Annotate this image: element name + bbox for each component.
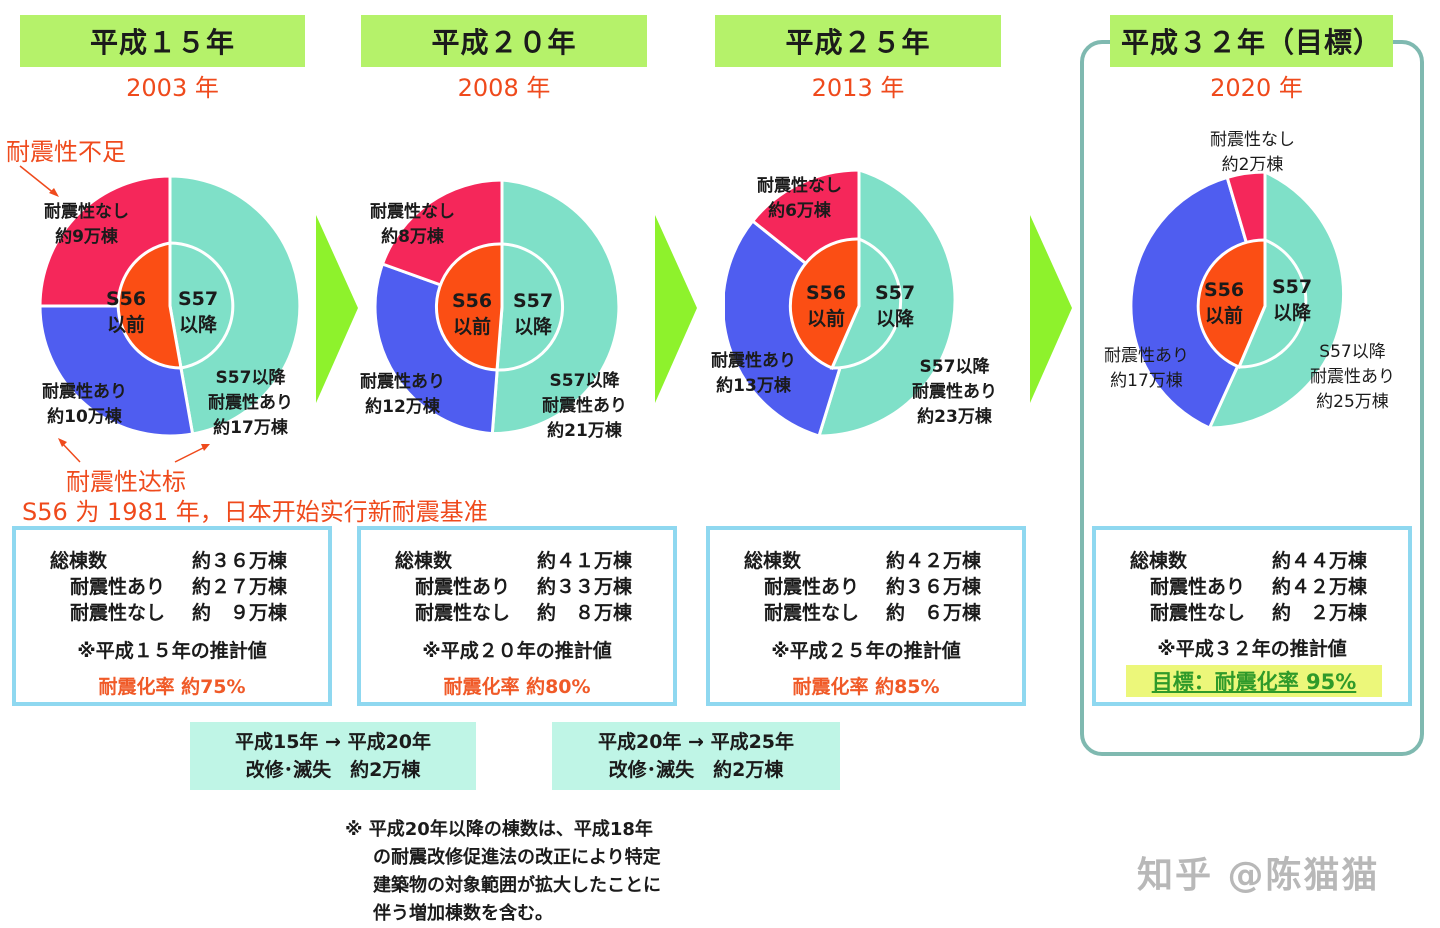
total-label: 総棟数: [744, 550, 802, 572]
panel-3-inner-s57: S57 以降: [875, 282, 916, 330]
transition-2: 平成20年 → 平成25年 改修･滅失 約2万棟: [552, 722, 840, 790]
inner-s57: [829, 236, 903, 370]
panel-2-label-post-resistant: S57以降 耐震性あり 約21万棟: [542, 371, 627, 441]
footnote-line: の耐震改修促進法の改正により特定: [373, 847, 661, 868]
panel-3-header: 平成２５年: [715, 15, 1001, 67]
estimate-note: ※平成１５年の推計値: [77, 640, 267, 662]
resistant-value: 約３６万棟: [886, 576, 982, 598]
resistant-label: 耐震性あり: [1150, 576, 1246, 598]
annotation-s56-note: S56 为 1981 年，日本开始实行新耐震基准: [22, 498, 488, 526]
panel-2-summary: 総棟数 約４１万棟 耐震性あり 約３３万棟 耐震性なし 約 ８万棟 ※平成２０年…: [357, 526, 677, 706]
panel-2-year: 2008 年: [457, 74, 551, 102]
panel-2-inner-s56: S56 以前: [452, 290, 493, 338]
seismic-rate: 耐震化率 約85%: [792, 676, 940, 698]
seismic-rate: 耐震化率 約75%: [98, 676, 246, 698]
panel-4-label-pre-resistant: 耐震性あり 約17万棟: [1104, 346, 1189, 391]
not-resistant-value: 約 ９万棟: [192, 602, 288, 624]
panel-3-label-post-resistant: S57以降 耐震性あり 約23万棟: [912, 357, 997, 427]
panel-4-donut-chart: [1132, 170, 1346, 430]
goal-seismic-rate: 目標：耐震化率 95%: [1126, 665, 1382, 697]
not-resistant-label: 耐震性なし: [415, 602, 511, 624]
resistant-label: 耐震性あり: [415, 576, 511, 598]
not-resistant-label: 耐震性なし: [70, 602, 166, 624]
resistant-value: 約２７万棟: [192, 576, 288, 598]
total-value: 約３６万棟: [192, 550, 288, 572]
not-resistant-label: 耐震性なし: [1150, 602, 1246, 624]
inner-s57: [168, 241, 235, 370]
chevron-right-icon: [655, 215, 697, 403]
chevron-right-icon: [316, 215, 358, 403]
not-resistant-value: 約 ８万棟: [537, 602, 633, 624]
panel-3-label-not-resistant: 耐震性なし 約6万棟: [757, 176, 842, 221]
inner-s57: [495, 242, 564, 372]
panel-4-inner-s57: S57 以降: [1272, 276, 1313, 324]
watermark: 知乎 @陈猫猫: [1137, 855, 1380, 896]
arrow-insufficient-icon: [19, 165, 59, 197]
panel-1-inner-s56: S56 以前: [106, 288, 147, 336]
transition-period: 平成15年 → 平成20年: [234, 731, 432, 753]
panel-1-summary: 総棟数 約３６万棟 耐震性あり 約２７万棟 耐震性なし 約 ９万棟 ※平成１５年…: [12, 526, 332, 706]
arrows-meets-standard-icon: [58, 438, 210, 463]
panel-4-summary: 総棟数 約４４万棟 耐震性あり 約４２万棟 耐震性なし 約 ２万棟 ※平成３２年…: [1092, 526, 1412, 706]
panel-2-donut-chart: [373, 181, 621, 436]
resistant-label: 耐震性あり: [764, 576, 860, 598]
footnote-line: 建築物の対象範囲が拡大したことに: [373, 875, 661, 896]
panel-3-inner-s56: S56 以前: [806, 282, 847, 330]
transition-period: 平成20年 → 平成25年: [597, 731, 795, 753]
panel-2-label-not-resistant: 耐震性なし 約8万棟: [370, 202, 455, 247]
panel-2-header: 平成２０年: [361, 15, 647, 67]
panel-1-label-not-resistant: 耐震性なし 約9万棟: [44, 202, 129, 247]
total-label: 総棟数: [50, 550, 108, 572]
panel-3-summary: 総棟数 約４２万棟 耐震性あり 約３６万棟 耐震性なし 約 ６万棟 ※平成２５年…: [706, 526, 1026, 706]
total-label: 総棟数: [1130, 550, 1188, 572]
panel-3-year: 2013 年: [811, 74, 905, 102]
chevron-right-icon: [1030, 215, 1072, 403]
transition-1: 平成15年 → 平成20年 改修･滅失 約2万棟: [190, 722, 476, 790]
resistant-label: 耐震性あり: [70, 576, 166, 598]
total-value: 約４２万棟: [886, 550, 982, 572]
total-label: 総棟数: [395, 550, 453, 572]
inner-s56: [116, 241, 183, 370]
footnote: ※ 平成20年以降の棟数は、平成18年 の耐震改修促進法の改正により特定 建築物…: [345, 816, 661, 928]
panel-1-label-post-resistant: S57以降 耐震性あり 約17万棟: [208, 368, 293, 438]
panel-2-label-pre-resistant: 耐震性あり 約12万棟: [360, 372, 445, 417]
annotation-insufficient: 耐震性不足: [6, 138, 126, 166]
panel-1-year: 2003 年: [126, 74, 219, 102]
total-value: 約４４万棟: [1272, 550, 1368, 572]
inner-s56: [788, 237, 861, 370]
annotation-meets-standard: 耐震性达标: [66, 468, 186, 496]
seismic-rate: 耐震化率 約80%: [443, 676, 591, 698]
panel-4-label-post-resistant: S57以降 耐震性あり 約25万棟: [1310, 342, 1395, 412]
transition-count: 改修･滅失 約2万棟: [245, 759, 421, 781]
resistant-value: 約３３万棟: [537, 576, 633, 598]
inner-s56: [1196, 238, 1267, 369]
total-value: 約４１万棟: [537, 550, 633, 572]
transition-count: 改修･滅失 約2万棟: [608, 759, 784, 781]
inner-s57: [1236, 237, 1308, 369]
slice-pre-s56-resistant: [725, 218, 861, 438]
panel-3-donut-chart: [725, 167, 957, 438]
not-resistant-label: 耐震性なし: [764, 602, 860, 624]
panel-1-donut-chart: [38, 174, 302, 438]
panel-3-label-pre-resistant: 耐震性あり 約13万棟: [711, 351, 796, 396]
footnote-line: ※ 平成20年以降の棟数は、平成18年: [345, 819, 653, 840]
estimate-note: ※平成２０年の推計値: [422, 640, 612, 662]
panel-2-inner-s57: S57 以降: [513, 290, 554, 338]
panel-1-inner-s57: S57 以降: [178, 288, 219, 336]
panel-4-year: 2020 年: [1210, 74, 1303, 102]
estimate-note: ※平成３２年の推計値: [1157, 638, 1347, 660]
resistant-value: 約４２万棟: [1272, 576, 1368, 598]
not-resistant-value: 約 ６万棟: [886, 602, 982, 624]
inner-s56: [435, 242, 504, 372]
panel-1-label-pre-resistant: 耐震性あり 約10万棟: [42, 382, 127, 427]
panel-4-label-not-resistant: 耐震性なし 約2万棟: [1210, 130, 1295, 175]
panel-1-header: 平成１５年: [20, 15, 305, 67]
panel-4-inner-s56: S56 以前: [1204, 279, 1245, 327]
footnote-line: 伴う増加棟数を含む。: [373, 903, 553, 924]
estimate-note: ※平成２５年の推計値: [771, 640, 961, 662]
not-resistant-value: 約 ２万棟: [1272, 602, 1368, 624]
slice-post-s57-resistant: [168, 174, 302, 436]
panel-4-header: 平成３２年（目標）: [1110, 15, 1393, 67]
